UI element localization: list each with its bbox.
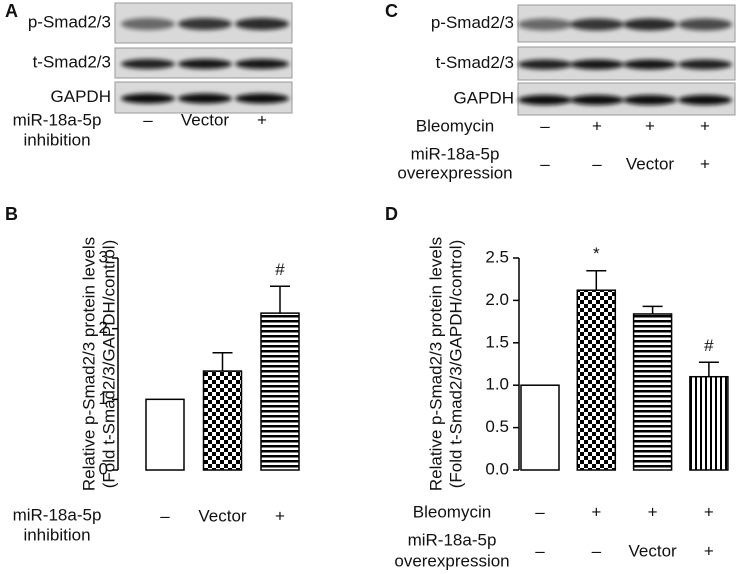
condition-value: +: [700, 116, 710, 135]
condition-value: Vector: [198, 506, 247, 525]
panel-letter: B: [5, 204, 18, 224]
y-axis-label: Relative p-Smad2/3 protein levels: [79, 237, 98, 491]
condition-value: +: [257, 110, 267, 129]
y-tick-label: 0.0: [485, 459, 509, 478]
bar: [632, 313, 673, 471]
condition-label: miR-18a-5p: [13, 110, 102, 129]
y-tick-label: 1.5: [485, 332, 509, 351]
condition-label: Bleomycin: [413, 502, 491, 521]
condition-value: +: [704, 502, 714, 521]
y-tick-label: 0.5: [485, 417, 509, 436]
blot-band: [121, 59, 175, 69]
panel-letter: D: [385, 204, 398, 224]
significance-mark: *: [593, 244, 600, 263]
condition-label: miR-18a-5p: [411, 144, 500, 163]
y-tick-label: 0: [99, 459, 108, 478]
condition-value: –: [592, 541, 602, 560]
condition-label: miR-18a-5p: [13, 505, 102, 524]
significance-mark: #: [275, 260, 285, 279]
bar: [576, 289, 617, 471]
significance-mark: #: [704, 336, 714, 355]
condition-value: Vector: [181, 110, 230, 129]
condition-value: –: [160, 506, 170, 525]
blot-row-label: p-Smad2/3: [431, 13, 514, 32]
blot-band: [623, 59, 677, 70]
bar: [689, 375, 729, 471]
blot-row-label: t-Smad2/3: [436, 53, 514, 72]
condition-value: +: [275, 506, 285, 525]
condition-value: Vector: [628, 541, 677, 560]
y-tick-label: 1.0: [485, 375, 509, 394]
y-tick-label: 3: [99, 247, 108, 266]
y-axis-label: (Fold t-Smad2/3/GAPDH/control): [446, 240, 465, 488]
blot-band: [678, 59, 732, 70]
condition-label: inhibition: [23, 130, 90, 149]
condition-value: +: [700, 154, 710, 173]
blot-row-label: GAPDH: [454, 88, 514, 107]
blot-band: [518, 59, 572, 70]
blot-band: [178, 93, 232, 104]
y-tick-label: 2.5: [485, 247, 509, 266]
bar: [260, 312, 300, 471]
bar: [520, 384, 560, 471]
y-tick-label: 2: [99, 318, 108, 337]
condition-value: +: [648, 502, 658, 521]
blot-band: [570, 59, 624, 70]
blot-band: [518, 18, 572, 31]
bar: [202, 370, 243, 471]
blot-band: [235, 59, 289, 69]
condition-value: –: [143, 110, 153, 129]
condition-label: inhibition: [23, 525, 90, 544]
condition-value: –: [540, 154, 550, 173]
condition-value: –: [592, 154, 602, 173]
blot-band: [678, 95, 732, 105]
condition-label: miR-18a-5p: [408, 530, 497, 549]
y-tick-label: 2.0: [485, 290, 509, 309]
y-axis-label: Relative p-Smad2/3 protein levels: [426, 237, 445, 491]
blot-band: [235, 93, 289, 104]
blot-row-label: GAPDH: [51, 87, 111, 106]
blot-row-label: t-Smad2/3: [33, 52, 111, 71]
condition-value: +: [645, 116, 655, 135]
blot-band: [623, 95, 677, 105]
condition-label: overexpression: [394, 551, 509, 570]
blot-band: [623, 18, 677, 31]
condition-value: +: [592, 116, 602, 135]
bar: [145, 398, 185, 471]
y-axis-label: (Fold t-Smad2/3/GAPDH/control): [99, 240, 118, 488]
blot-band: [518, 95, 572, 105]
blot-band: [121, 93, 175, 104]
panel-letter: A: [5, 1, 18, 21]
blot-band: [570, 18, 624, 31]
condition-value: +: [591, 502, 601, 521]
blot-band: [178, 59, 232, 69]
blot-band: [121, 18, 175, 30]
condition-value: Vector: [626, 154, 675, 173]
condition-value: –: [540, 116, 550, 135]
condition-value: –: [535, 541, 545, 560]
blot-band: [178, 18, 232, 30]
blot-band: [678, 18, 732, 31]
condition-value: +: [704, 541, 714, 560]
y-tick-label: 1: [99, 389, 108, 408]
blot-band: [570, 95, 624, 105]
blot-band: [235, 18, 289, 30]
blot-row-label: p-Smad2/3: [28, 12, 111, 31]
panel-letter: C: [385, 1, 398, 21]
condition-value: –: [535, 502, 545, 521]
condition-label: Bleomycin: [416, 116, 494, 135]
condition-label: overexpression: [397, 163, 512, 182]
